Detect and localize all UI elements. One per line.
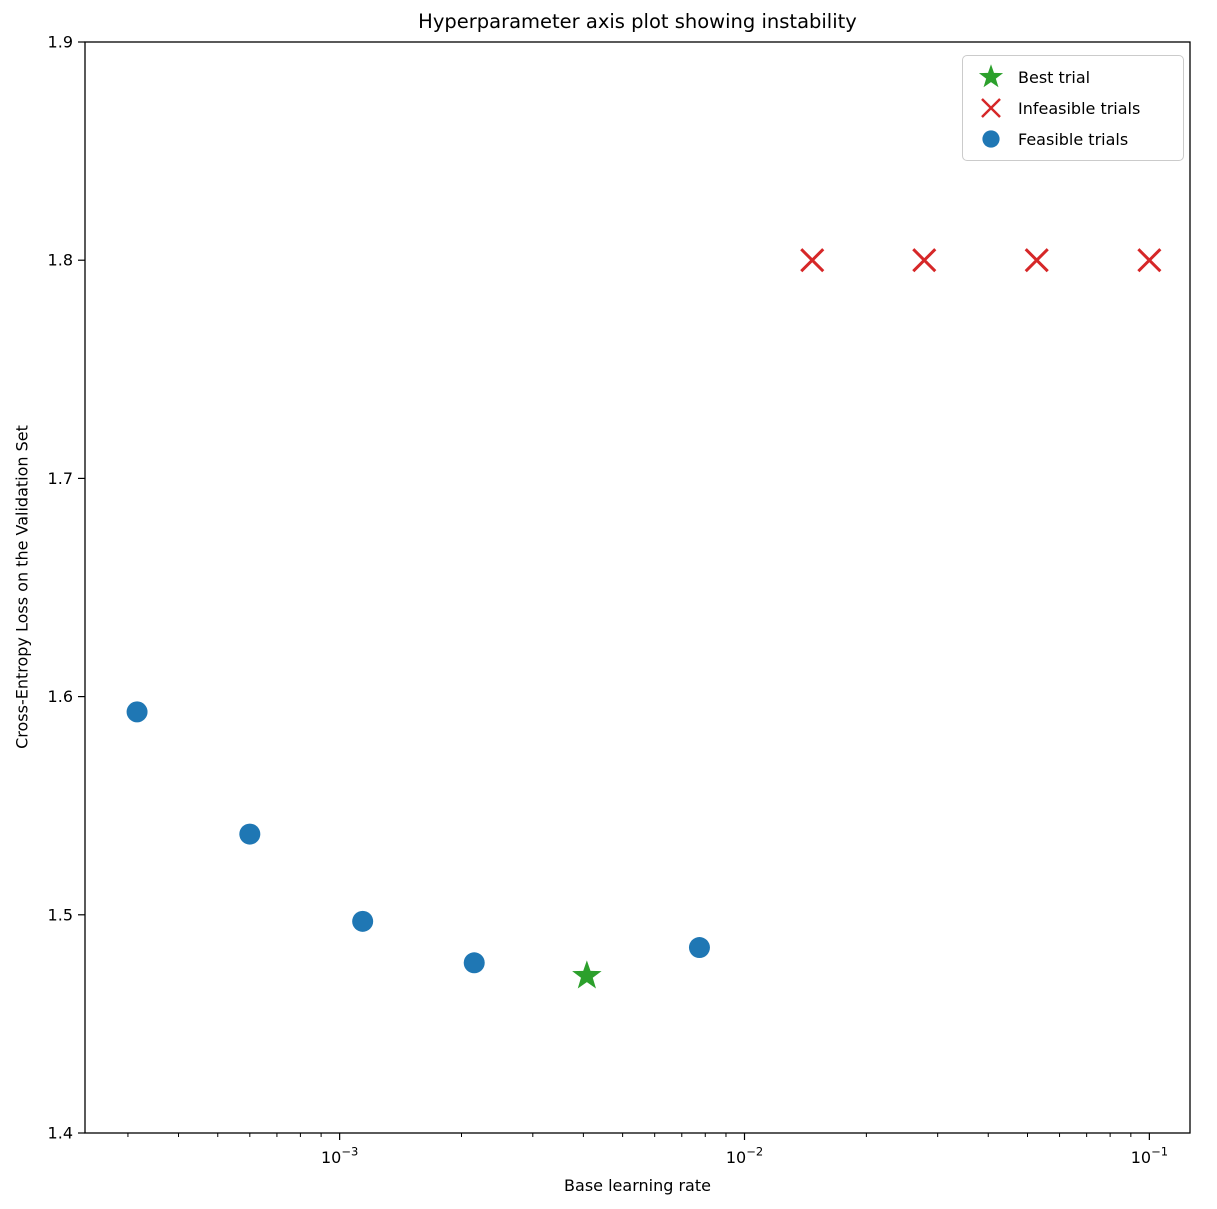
point-best-trial: [572, 960, 602, 989]
point-feasible-trials: [352, 910, 374, 932]
y-tick-label: 1.8: [48, 251, 73, 270]
point-infeasible-trials: [1137, 248, 1162, 273]
x-axis-label: Base learning rate: [564, 1176, 711, 1195]
point-feasible-trials: [239, 823, 261, 845]
point-feasible-trials: [688, 937, 710, 959]
x-tick-label: 10−3: [321, 1145, 358, 1168]
point-feasible-trials: [126, 701, 148, 723]
circle-icon: [982, 130, 1000, 148]
y-tick-label: 1.7: [48, 469, 73, 488]
legend-entry-star: Best trial: [973, 63, 1173, 91]
x-icon: [981, 98, 1001, 118]
legend: Best trial Infeasible trials Feasible tria…: [962, 55, 1184, 161]
point-feasible-trials: [463, 952, 485, 974]
x-tick-label: 10−2: [726, 1145, 763, 1168]
legend-label: Feasible trials: [1018, 129, 1129, 149]
legend-entry-x: Infeasible trials: [973, 94, 1173, 122]
legend-label: Infeasible trials: [1018, 98, 1141, 118]
y-axis-label: Cross-Entropy Loss on the Validation Set: [12, 425, 32, 749]
point-infeasible-trials: [800, 248, 825, 273]
y-tick-label: 1.6: [48, 687, 73, 706]
y-tick-label: 1.4: [48, 1124, 73, 1143]
x-tick-label: 10−1: [1131, 1145, 1168, 1168]
chart-title: Hyperparameter axis plot showing instabi…: [418, 10, 857, 33]
plot-frame: [84, 41, 1191, 1134]
y-tick-label: 1.5: [48, 905, 73, 924]
point-infeasible-trials: [1024, 248, 1049, 273]
y-tick-label: 1.9: [48, 33, 73, 52]
star-icon: [978, 64, 1004, 88]
point-infeasible-trials: [912, 248, 937, 273]
legend-entry-circle: Feasible trials: [973, 125, 1173, 153]
legend-label: Best trial: [1018, 67, 1091, 87]
